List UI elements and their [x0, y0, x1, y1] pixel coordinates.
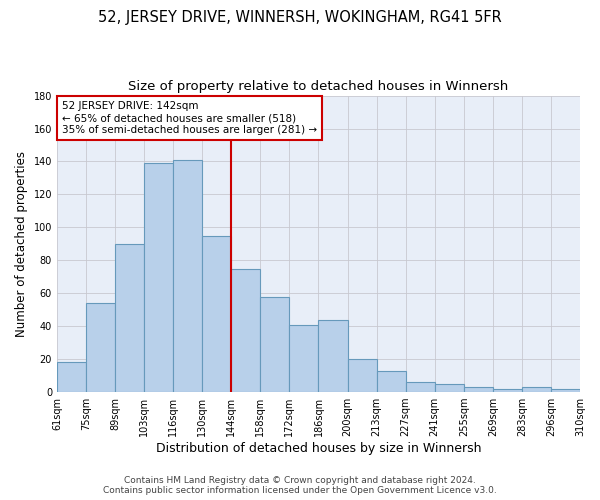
- Title: Size of property relative to detached houses in Winnersh: Size of property relative to detached ho…: [128, 80, 509, 93]
- Bar: [289, 324, 319, 392]
- Bar: [493, 389, 522, 392]
- Text: 52, JERSEY DRIVE, WINNERSH, WOKINGHAM, RG41 5FR: 52, JERSEY DRIVE, WINNERSH, WOKINGHAM, R…: [98, 10, 502, 25]
- Bar: [173, 160, 202, 392]
- Bar: [115, 244, 144, 392]
- Bar: [551, 389, 580, 392]
- Bar: [434, 384, 464, 392]
- Text: Contains HM Land Registry data © Crown copyright and database right 2024.
Contai: Contains HM Land Registry data © Crown c…: [103, 476, 497, 495]
- Bar: [231, 268, 260, 392]
- Bar: [347, 359, 377, 392]
- X-axis label: Distribution of detached houses by size in Winnersh: Distribution of detached houses by size …: [156, 442, 481, 455]
- Bar: [57, 362, 86, 392]
- Bar: [319, 320, 347, 392]
- Text: 52 JERSEY DRIVE: 142sqm
← 65% of detached houses are smaller (518)
35% of semi-d: 52 JERSEY DRIVE: 142sqm ← 65% of detache…: [62, 102, 317, 134]
- Bar: [144, 163, 173, 392]
- Bar: [377, 370, 406, 392]
- Bar: [202, 236, 231, 392]
- Bar: [464, 387, 493, 392]
- Y-axis label: Number of detached properties: Number of detached properties: [15, 151, 28, 337]
- Bar: [406, 382, 434, 392]
- Bar: [260, 296, 289, 392]
- Bar: [522, 387, 551, 392]
- Bar: [86, 303, 115, 392]
